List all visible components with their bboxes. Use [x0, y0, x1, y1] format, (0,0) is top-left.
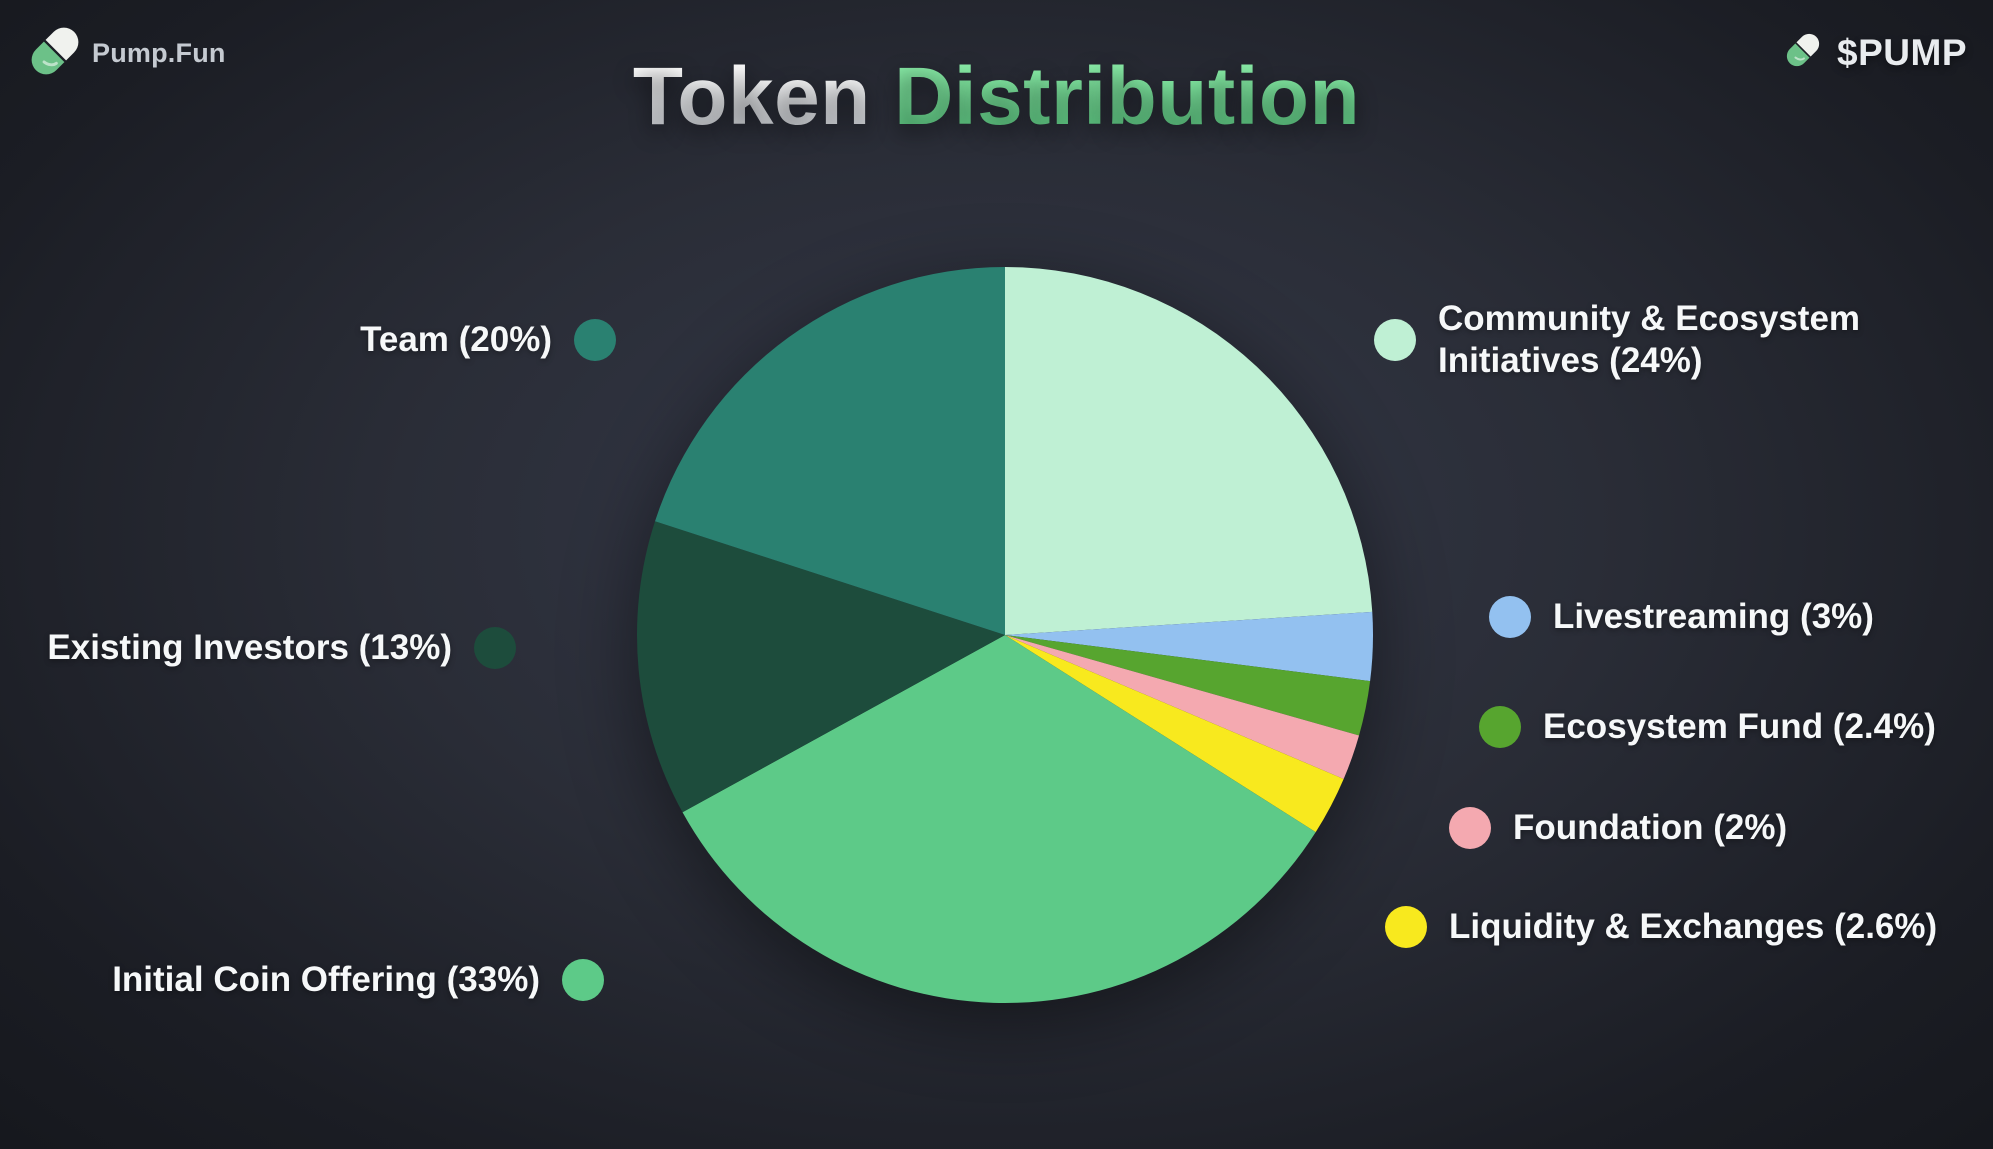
legend-label: Team (20%) — [360, 320, 552, 359]
brand-logo: Pump.Fun — [26, 22, 226, 85]
legend-item-liquidity: Liquidity & Exchanges (2.6%) — [1385, 903, 1937, 951]
legend-item-community: Community & Ecosystem Initiatives (24%) — [1374, 292, 1893, 388]
legend-item-livestreaming: Livestreaming (3%) — [1489, 593, 1874, 641]
legend-item-existing-investors: Existing Investors (13%) — [47, 624, 516, 672]
legend-dot-existing-investors — [474, 627, 516, 669]
pie-slice-0 — [1005, 267, 1373, 635]
pie-slice-2 — [1005, 635, 1371, 736]
legend-item-foundation: Foundation (2%) — [1449, 804, 1787, 852]
legend-label: Foundation (2%) — [1513, 808, 1788, 847]
ticker-badge: $PUMP — [1783, 30, 1967, 75]
legend-label: Ecosystem Fund (2.4%) — [1543, 707, 1936, 746]
pill-icon-small — [1783, 30, 1823, 75]
legend-item-team: Team (20%) — [360, 316, 616, 364]
pie-slice-3 — [1005, 635, 1360, 780]
legend-dot-initial-coin-offering — [562, 959, 604, 1001]
page-title: Token Distribution — [0, 50, 1993, 144]
pie-slice-4 — [1005, 635, 1344, 833]
legend-item-initial-coin-offering: Initial Coin Offering (33%) — [112, 956, 604, 1004]
legend-label: Community & Ecosystem Initiatives (24%) — [1438, 299, 1861, 380]
brand-name: Pump.Fun — [92, 38, 226, 68]
page-title-green: Distribution — [894, 51, 1361, 142]
legend-dot-livestreaming — [1489, 596, 1531, 638]
pie-slice-6 — [636, 521, 1005, 813]
legend-label: Initial Coin Offering (33%) — [112, 960, 540, 999]
pill-icon — [26, 22, 84, 85]
legend-dot-foundation — [1449, 807, 1491, 849]
ticker-symbol: $PUMP — [1837, 31, 1967, 73]
legend-dot-ecosystem-fund — [1479, 706, 1521, 748]
legend-label: Livestreaming (3%) — [1553, 597, 1874, 636]
pie-slice-5 — [682, 635, 1316, 1003]
legend-item-ecosystem-fund: Ecosystem Fund (2.4%) — [1479, 703, 1936, 751]
legend-dot-team — [574, 319, 616, 361]
pie-slice-1 — [1005, 611, 1373, 682]
legend-label: Liquidity & Exchanges (2.6%) — [1449, 907, 1938, 946]
legend-label: Existing Investors (13%) — [47, 628, 452, 667]
legend-dot-community — [1374, 319, 1416, 361]
pie-slice-7 — [655, 267, 1005, 635]
legend-dot-liquidity — [1385, 906, 1427, 948]
pie-chart — [635, 265, 1375, 1005]
page-title-white: Token — [632, 51, 871, 142]
